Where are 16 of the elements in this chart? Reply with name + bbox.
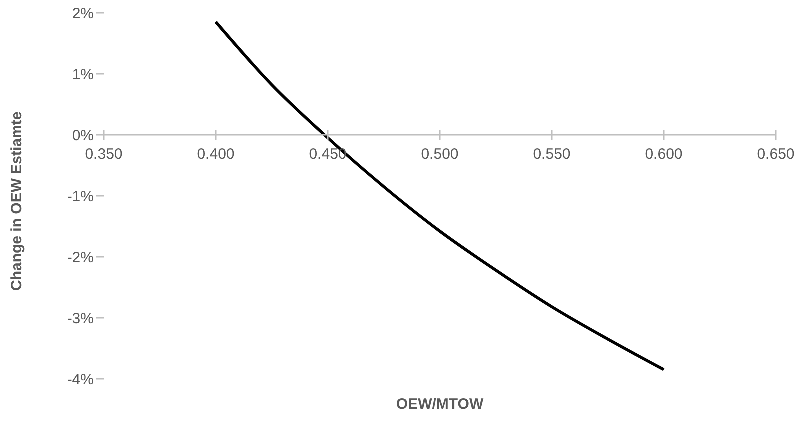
y-tick-label: 2% <box>72 5 94 22</box>
y-tick-label: -1% <box>67 188 94 206</box>
x-tick-label: 0.350 <box>85 146 123 163</box>
x-tick-label: 0.400 <box>197 146 235 163</box>
y-axis-title: Change in OEW Estiamte <box>8 112 26 291</box>
x-tick-label: 0.500 <box>421 146 459 163</box>
x-axis-title: OEW/MTOW <box>396 396 484 413</box>
y-tick-label: 1% <box>72 66 94 84</box>
x-tick-label: 0.650 <box>757 146 795 163</box>
y-tick-label: 0% <box>72 127 94 144</box>
y-tick-label: -3% <box>67 310 94 328</box>
x-tick-label: 0.450 <box>309 146 347 163</box>
y-tick-label: -2% <box>67 249 94 266</box>
x-tick-label: 0.550 <box>533 146 571 163</box>
x-tick-label: 0.600 <box>645 146 683 163</box>
y-tick-label: -4% <box>67 371 94 388</box>
